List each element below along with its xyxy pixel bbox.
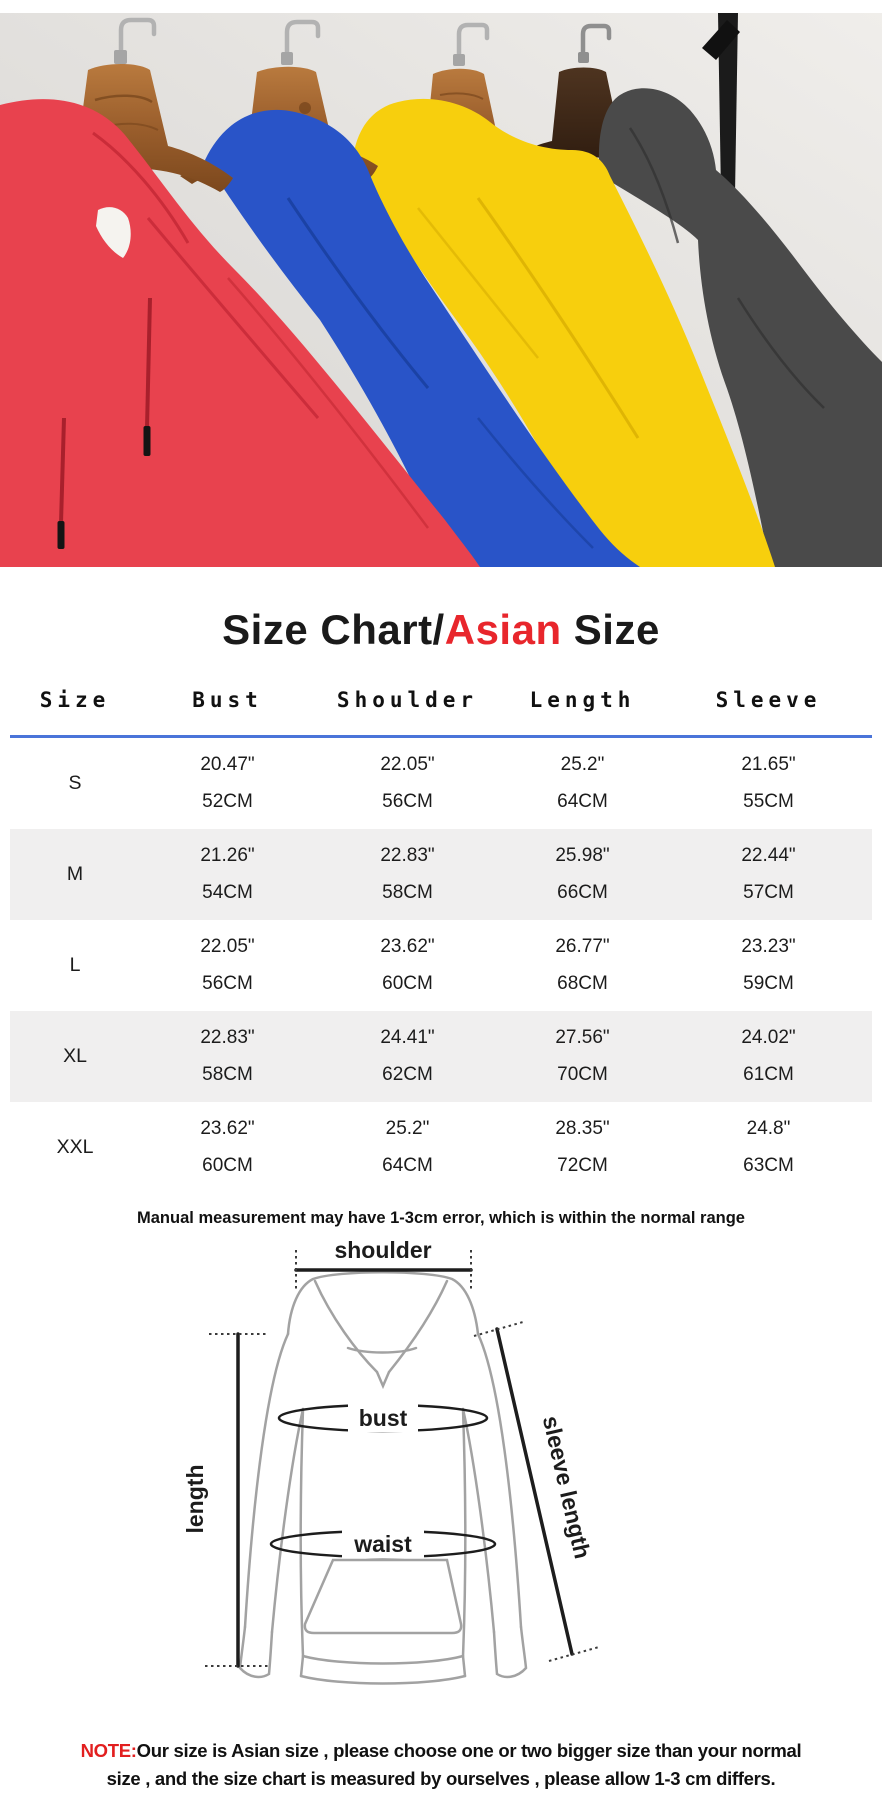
length-label: length: [182, 1465, 208, 1534]
diagram-labels: shoulder bust waist length sleeve length: [182, 1237, 596, 1561]
shoulder-label: shoulder: [334, 1237, 431, 1263]
hoodie-outline: [238, 1271, 528, 1685]
product-photo: [0, 0, 882, 567]
measurement-diagram: shoulder bust waist length sleeve length: [0, 1237, 882, 1697]
col-header-bust: Bust: [192, 688, 263, 712]
rack-pole: [702, 13, 740, 195]
size-table-header: Size Bust Shoulder Length Sleeve: [10, 685, 872, 715]
cell-length: 26.77" 68CM: [555, 936, 610, 994]
bottom-note: NOTE:Our size is Asian size , please cho…: [0, 1737, 882, 1793]
size-label: S: [68, 772, 82, 794]
cell-shoulder: 22.83" 58CM: [380, 845, 435, 903]
size-label: L: [69, 954, 81, 976]
col-header-sleeve: Sleeve: [715, 688, 822, 712]
bust-label-bg: [348, 1402, 418, 1432]
cell-shoulder: 24.41" 62CM: [380, 1027, 435, 1085]
waist-label-bg: [342, 1528, 424, 1558]
size-label: M: [66, 863, 84, 885]
cell-sleeve: 21.65" 55CM: [741, 754, 796, 812]
header-divider-line: [10, 735, 872, 738]
cell-length: 28.35" 72CM: [555, 1118, 610, 1176]
cell-sleeve: 22.44" 57CM: [741, 845, 796, 903]
size-label: XL: [63, 1045, 87, 1067]
table-row-xxl: XXL 23.62" 60CM 25.2" 64CM 28.35" 72CM 24.8…: [10, 1102, 872, 1193]
title-highlight: Asian: [444, 606, 562, 653]
cell-bust: 22.05" 56CM: [200, 936, 255, 994]
col-header-size: Size: [39, 688, 111, 712]
note-label: NOTE:: [80, 1740, 137, 1761]
measure-lines: [236, 1268, 574, 1668]
cell-length: 27.56" 70CM: [555, 1027, 610, 1085]
measure-ticks: [205, 1250, 600, 1667]
table-row-m: M 21.26" 54CM 22.83" 58CM 25.98" 66CM 22.44…: [10, 829, 872, 920]
red-hoodie: [0, 99, 480, 567]
title-suffix: Size: [561, 606, 660, 653]
inner-tag: [96, 207, 131, 258]
blue-hoodie: [205, 109, 640, 567]
size-table-body: S 20.47" 52CM 22.05" 56CM 25.2" 64CM 21.65"…: [10, 738, 872, 1193]
cell-sleeve: 24.02" 61CM: [741, 1027, 796, 1085]
yellow-hoodie: [352, 98, 775, 567]
bust-label: bust: [359, 1405, 408, 1431]
drawstrings: [57, 297, 152, 549]
table-row-s: S 20.47" 52CM 22.05" 56CM 25.2" 64CM 21.65"…: [10, 738, 872, 829]
cell-shoulder: 22.05" 56CM: [380, 754, 435, 812]
cell-length: 25.98" 66CM: [555, 845, 610, 903]
table-row-xl: XL 22.83" 58CM 24.41" 62CM 27.56" 70CM 24.0…: [10, 1011, 872, 1102]
bottom-note-line1: NOTE:Our size is Asian size , please cho…: [80, 1740, 802, 1761]
cell-length: 25.2" 64CM: [557, 754, 608, 812]
col-header-shoulder: Shoulder: [336, 688, 479, 712]
cell-shoulder: 25.2" 64CM: [382, 1118, 433, 1176]
hoodies-photo-illustration: [0, 0, 882, 567]
measurement-tolerance-note: Manual measurement may have 1-3cm error,…: [137, 1209, 745, 1227]
waist-label: waist: [353, 1531, 412, 1557]
cell-bust: 22.83" 58CM: [200, 1027, 255, 1085]
table-row-l: L 22.05" 56CM 23.62" 60CM 26.77" 68CM 23.23…: [10, 920, 872, 1011]
cell-shoulder: 23.62" 60CM: [380, 936, 435, 994]
cell-bust: 23.62" 60CM: [200, 1118, 255, 1176]
grey-hoodie: [598, 88, 882, 567]
cell-bust: 20.47" 52CM: [200, 754, 255, 812]
cell-sleeve: 23.23" 59CM: [741, 936, 796, 994]
bottom-note-line2: size , and the size chart is measured by…: [106, 1768, 776, 1789]
hoodie-measure-illustration: shoulder bust waist length sleeve length: [182, 1237, 600, 1685]
cell-bust: 21.26" 54CM: [200, 845, 255, 903]
title-prefix: Size Chart/: [222, 606, 445, 653]
col-header-length: Length: [529, 688, 636, 712]
cell-sleeve: 24.8" 63CM: [743, 1118, 794, 1176]
page-title: Size Chart/Asian Size: [0, 607, 882, 653]
size-label: XXL: [56, 1136, 94, 1158]
